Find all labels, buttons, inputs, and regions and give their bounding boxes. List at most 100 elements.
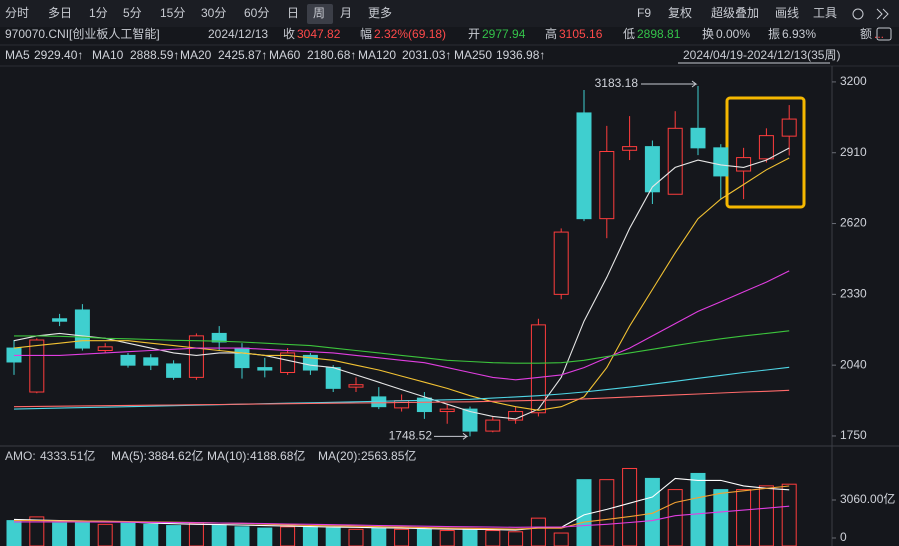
volume-ma-value: 3884.62亿	[148, 448, 203, 463]
y-tick-label: 2910	[840, 145, 867, 159]
tool-button[interactable]: F9	[637, 6, 651, 20]
candle-body	[74, 309, 90, 349]
volume-ma-line	[14, 505, 790, 528]
volume-bar	[530, 517, 546, 546]
ma-legend-name: MA20	[180, 48, 212, 62]
wp-icon[interactable]	[876, 27, 892, 41]
timeframe-tab[interactable]: 更多	[368, 6, 392, 20]
y-tick-label: 2620	[840, 216, 867, 230]
volume-legend-value: 4333.51亿	[40, 448, 95, 463]
tool-button[interactable]: 工具	[813, 6, 837, 20]
candle-body	[394, 400, 410, 409]
candle-body	[211, 332, 227, 343]
selected-tab	[307, 4, 333, 24]
ma-legend-name: MA60	[269, 48, 301, 62]
volume-bar	[74, 521, 90, 546]
candle-body	[348, 384, 364, 388]
volume-bar	[462, 528, 478, 546]
candle-body	[188, 335, 204, 378]
timeframe-tab[interactable]: 多日	[48, 6, 72, 20]
high-annotation: 3183.18	[595, 76, 639, 90]
volume-bar	[348, 528, 364, 546]
low-annotation: 1748.52	[389, 428, 433, 442]
quote-field: 6.93%	[782, 27, 816, 41]
quote-field: 高	[545, 26, 557, 41]
timeframe-tab[interactable]: 5分	[123, 6, 142, 20]
y-tick-label: 3200	[840, 74, 867, 88]
date-range: 2024/04/19-2024/12/13(35周)	[683, 48, 840, 62]
ma-legend-value: 2180.68↑	[307, 48, 356, 62]
timeframe-tab[interactable]: 周	[313, 6, 325, 20]
volume-ma-value: 4188.68亿	[250, 448, 305, 463]
volume-bar	[394, 528, 410, 546]
candle-body	[553, 231, 569, 295]
volume-bar	[143, 523, 159, 546]
candle-body	[667, 127, 683, 195]
volume-bar	[416, 528, 432, 546]
quote-field: 开	[468, 27, 480, 41]
toolbar-icons	[852, 8, 892, 41]
timeframe-tab[interactable]: 1分	[89, 6, 108, 20]
moving-average-line	[13, 389, 790, 408]
moving-average-line	[14, 330, 790, 364]
candle-body	[485, 419, 501, 432]
volume-bar	[758, 485, 774, 546]
tool-button[interactable]: 画线	[775, 6, 799, 20]
ma-legend-name: MA250	[454, 48, 492, 62]
expand-icon[interactable]	[876, 8, 889, 20]
volume-bar	[120, 522, 136, 546]
volume-ma-line	[14, 485, 790, 530]
volume-bar	[713, 489, 729, 546]
volume-bar	[576, 479, 592, 546]
volume-bar	[211, 525, 227, 546]
tool-button[interactable]: 超级叠加	[711, 5, 759, 20]
settings-icon[interactable]	[852, 8, 864, 20]
candle-body	[599, 151, 615, 220]
ma-legend-value: 2031.03↑	[402, 48, 451, 62]
candle-body	[52, 318, 68, 322]
candle-body	[462, 408, 478, 432]
candle-body	[781, 118, 797, 137]
y-tick-label: 0	[840, 530, 847, 544]
y-tick-label: 2040	[840, 357, 867, 371]
ma-legend-name: MA120	[358, 48, 396, 62]
timeframe-tab[interactable]: 60分	[244, 6, 269, 20]
timeframe-tab[interactable]: 分时	[5, 6, 29, 20]
volume-bar	[736, 489, 752, 546]
volume-bar	[622, 467, 638, 546]
quote-field: 收	[283, 27, 295, 41]
volume-bar	[781, 483, 797, 546]
volume-bar	[371, 527, 387, 546]
quote-field: 2.32%(69.18)	[374, 27, 446, 41]
volume-bar	[439, 530, 455, 546]
candle-body	[416, 397, 432, 413]
candle-body	[576, 112, 592, 220]
volume-legend-name: AMO:	[5, 449, 36, 463]
tool-button[interactable]: 复权	[668, 6, 692, 20]
ma-legend-value: 2929.40↑	[34, 48, 83, 62]
volume-bar	[97, 523, 113, 546]
volume-bar	[667, 489, 683, 546]
quote-field: 2977.94	[482, 27, 526, 41]
candle-body	[257, 367, 273, 371]
quote-field: 2898.81	[637, 27, 681, 41]
timeframe-tab[interactable]: 15分	[160, 6, 185, 20]
ma-legend-value: 2425.87↑	[218, 48, 267, 62]
volume-bar	[280, 526, 296, 546]
candle-body	[439, 408, 455, 413]
candle-body	[644, 146, 660, 193]
timeframe-tab[interactable]: 30分	[201, 6, 226, 20]
y-tick-label: 2330	[840, 287, 867, 301]
candle-body	[713, 147, 729, 177]
volume-ma-name: MA(20):	[318, 449, 361, 463]
volume-bar	[29, 516, 45, 546]
timeframe-tab[interactable]: 日	[287, 6, 299, 20]
ma-legend-value: 2888.59↑	[130, 48, 179, 62]
volume-bar	[302, 526, 318, 546]
volume-bar	[257, 527, 273, 546]
candle-body	[622, 146, 638, 151]
quote-field: 0.00%	[716, 27, 750, 41]
timeframe-tab[interactable]: 月	[340, 6, 352, 20]
